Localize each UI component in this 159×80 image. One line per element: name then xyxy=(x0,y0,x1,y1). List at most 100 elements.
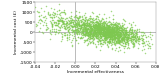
Point xyxy=(124,27,127,28)
Point xyxy=(67,32,70,33)
Point xyxy=(110,34,113,35)
Point xyxy=(98,32,100,33)
Point xyxy=(116,30,118,31)
Point xyxy=(98,24,101,25)
Point xyxy=(94,30,97,31)
Point xyxy=(127,43,129,44)
Point xyxy=(56,20,59,22)
Point xyxy=(78,16,80,18)
Point xyxy=(120,45,123,46)
Point xyxy=(99,30,102,31)
Point xyxy=(81,23,83,25)
Point xyxy=(107,26,110,27)
Point xyxy=(101,32,104,33)
Point xyxy=(44,15,47,16)
Point xyxy=(110,34,112,35)
Point xyxy=(114,50,117,51)
Point xyxy=(102,31,104,33)
Point xyxy=(61,35,63,36)
Point xyxy=(91,38,93,39)
Point xyxy=(123,34,126,35)
Point xyxy=(108,28,111,30)
Point xyxy=(91,35,94,36)
Point xyxy=(80,20,82,22)
Point xyxy=(101,38,103,40)
Point xyxy=(95,32,98,34)
Point xyxy=(115,28,117,29)
Point xyxy=(107,36,109,37)
Point xyxy=(99,31,102,32)
Point xyxy=(129,29,132,30)
Point xyxy=(92,32,95,34)
Point xyxy=(101,18,104,19)
Point xyxy=(79,27,82,28)
Point xyxy=(36,24,38,25)
Point xyxy=(128,30,131,31)
Point xyxy=(49,30,51,31)
Point xyxy=(94,27,97,28)
Point xyxy=(127,33,129,35)
Point xyxy=(109,34,112,36)
Point xyxy=(121,35,124,36)
Point xyxy=(71,22,74,24)
Point xyxy=(110,29,113,30)
Point xyxy=(49,16,52,18)
Point xyxy=(77,18,80,19)
Point xyxy=(72,37,74,39)
Point xyxy=(106,27,108,28)
Point xyxy=(86,36,89,37)
Point xyxy=(91,29,93,30)
Point xyxy=(128,22,130,24)
Point xyxy=(90,26,93,27)
Point xyxy=(131,31,134,32)
Point xyxy=(112,25,115,26)
Point xyxy=(63,34,66,35)
Point xyxy=(131,35,134,36)
Point xyxy=(90,17,92,18)
Point xyxy=(74,29,76,30)
Point xyxy=(126,36,129,37)
Point xyxy=(104,32,107,33)
Point xyxy=(105,24,107,25)
Point xyxy=(120,40,122,41)
Point xyxy=(111,32,114,33)
Point xyxy=(141,42,143,43)
Point xyxy=(85,32,87,33)
Point xyxy=(108,32,110,34)
Point xyxy=(97,29,99,30)
Point xyxy=(75,29,77,31)
Point xyxy=(137,42,139,43)
Point xyxy=(116,25,119,26)
Point xyxy=(106,31,109,32)
Point xyxy=(131,32,134,34)
Point xyxy=(108,29,111,31)
Point xyxy=(117,22,120,24)
Point xyxy=(98,34,100,35)
Point xyxy=(142,45,145,46)
Point xyxy=(122,37,124,38)
Point xyxy=(37,22,39,23)
Point xyxy=(53,24,56,25)
Point xyxy=(78,21,81,23)
Point xyxy=(108,34,111,36)
Point xyxy=(100,29,102,31)
Point xyxy=(143,42,145,43)
Point xyxy=(100,23,103,24)
Point xyxy=(121,41,124,42)
Point xyxy=(43,10,45,11)
Point xyxy=(147,47,149,48)
Point xyxy=(87,28,90,29)
Point xyxy=(112,31,114,32)
Point xyxy=(109,41,111,42)
Point xyxy=(126,32,128,33)
Point xyxy=(106,28,108,29)
Point xyxy=(87,19,89,21)
Point xyxy=(83,24,85,25)
Point xyxy=(57,30,60,31)
Point xyxy=(114,34,116,36)
Point xyxy=(117,41,120,43)
Point xyxy=(111,30,114,31)
Point xyxy=(103,35,106,37)
Point xyxy=(102,30,104,31)
Point xyxy=(63,28,65,29)
